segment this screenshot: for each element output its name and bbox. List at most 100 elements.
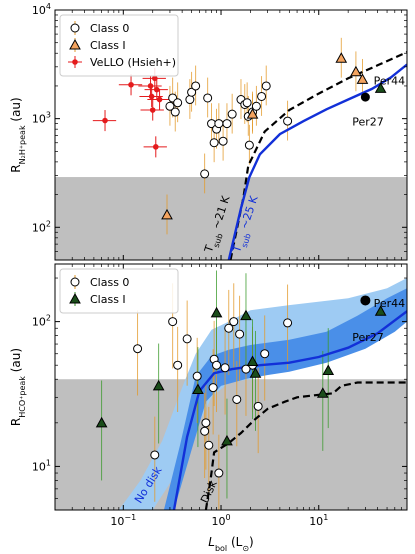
y-axis-label: RN₂H⁺peak (au)	[9, 97, 27, 172]
data-point	[360, 295, 371, 306]
annotation-label: Per27	[352, 116, 384, 129]
legend: Class 0 Class I	[59, 268, 179, 314]
x-tick-label: 10−1	[110, 513, 136, 528]
data-point	[335, 52, 348, 63]
data-point	[200, 169, 210, 179]
data-point	[251, 101, 261, 111]
data-point	[257, 91, 267, 101]
data-point	[149, 107, 156, 113]
legend-marker	[69, 292, 81, 304]
data-point	[220, 363, 230, 373]
data-point	[209, 138, 219, 148]
data-point	[204, 440, 214, 450]
data-point	[283, 116, 293, 126]
model-curve-solid	[172, 310, 407, 510]
data-point	[165, 101, 175, 111]
x-tick-label: 100	[211, 513, 230, 528]
legend: Class 0 Class I VeLLO (Hsieh+)	[59, 14, 179, 77]
data-point	[212, 360, 222, 370]
data-point	[128, 81, 134, 88]
data-point	[152, 379, 165, 391]
data-point	[151, 75, 158, 82]
data-point	[173, 360, 183, 370]
legend-label: Class 0	[90, 22, 129, 35]
data-point	[221, 434, 233, 446]
data-point	[185, 95, 195, 105]
data-point	[161, 208, 173, 220]
model-curve-dashed	[229, 51, 407, 260]
model-curve-solid	[227, 63, 407, 260]
legend-label: VeLLO (Hsieh+)	[90, 56, 176, 69]
annotation-label: Per44	[374, 74, 406, 87]
data-point	[283, 318, 293, 328]
legend-label: Class I	[90, 293, 126, 306]
data-point	[246, 355, 259, 367]
data-point	[261, 81, 271, 91]
data-point	[102, 117, 108, 124]
data-point	[360, 92, 370, 102]
data-point	[356, 73, 369, 84]
y-tick-label: 104	[32, 2, 51, 17]
data-point	[322, 364, 335, 375]
data-point	[235, 329, 245, 339]
annotation-label: Per44	[374, 297, 406, 310]
data-point	[187, 87, 197, 97]
data-point	[214, 119, 224, 129]
legend-label: Class I	[90, 39, 126, 52]
legend-box	[59, 268, 179, 314]
data-point	[153, 86, 160, 93]
data-point	[229, 317, 239, 327]
data-point	[95, 416, 108, 428]
data-point	[214, 468, 224, 478]
legend-label: Class 0	[90, 276, 129, 289]
data-point	[170, 107, 180, 117]
data-point	[249, 367, 262, 378]
data-point	[316, 387, 329, 398]
data-point	[192, 383, 204, 394]
data-point	[232, 394, 242, 404]
data-point	[253, 401, 263, 411]
data-point	[222, 119, 232, 129]
x-axis-label: Lbol (L⊙)	[208, 535, 253, 553]
y-tick-label: 101	[32, 458, 51, 473]
legend-marker	[70, 277, 80, 287]
x-tick-label: 101	[309, 513, 328, 528]
data-point	[147, 83, 154, 89]
data-point	[173, 98, 183, 108]
model-curve-dashed	[204, 381, 407, 510]
data-point	[242, 98, 252, 108]
data-point	[374, 305, 387, 316]
model-band-inner	[163, 288, 407, 510]
plot-frame	[54, 263, 408, 511]
data-point	[150, 450, 160, 460]
data-point	[260, 349, 270, 359]
legend-box	[59, 14, 179, 77]
data-point	[374, 82, 387, 93]
data-point	[133, 344, 143, 354]
data-point	[203, 93, 213, 103]
data-point	[241, 364, 251, 374]
legend-marker	[69, 38, 81, 50]
y-axis-label: RHCO⁺peak (au)	[9, 348, 27, 426]
plot-frame	[54, 9, 408, 261]
y-tick-label: 102	[32, 314, 51, 329]
data-point	[246, 108, 259, 119]
data-point	[192, 371, 202, 381]
data-point	[148, 93, 155, 100]
data-point	[210, 306, 223, 318]
data-point	[152, 144, 159, 150]
legend-marker	[70, 23, 80, 33]
data-point	[244, 140, 254, 150]
annotation-label: Per27	[352, 331, 384, 344]
data-point	[200, 426, 210, 436]
data-point	[218, 136, 228, 146]
data-point	[224, 323, 234, 333]
y-tick-label: 102	[32, 219, 51, 234]
data-point	[227, 109, 237, 119]
data-point	[191, 81, 201, 91]
